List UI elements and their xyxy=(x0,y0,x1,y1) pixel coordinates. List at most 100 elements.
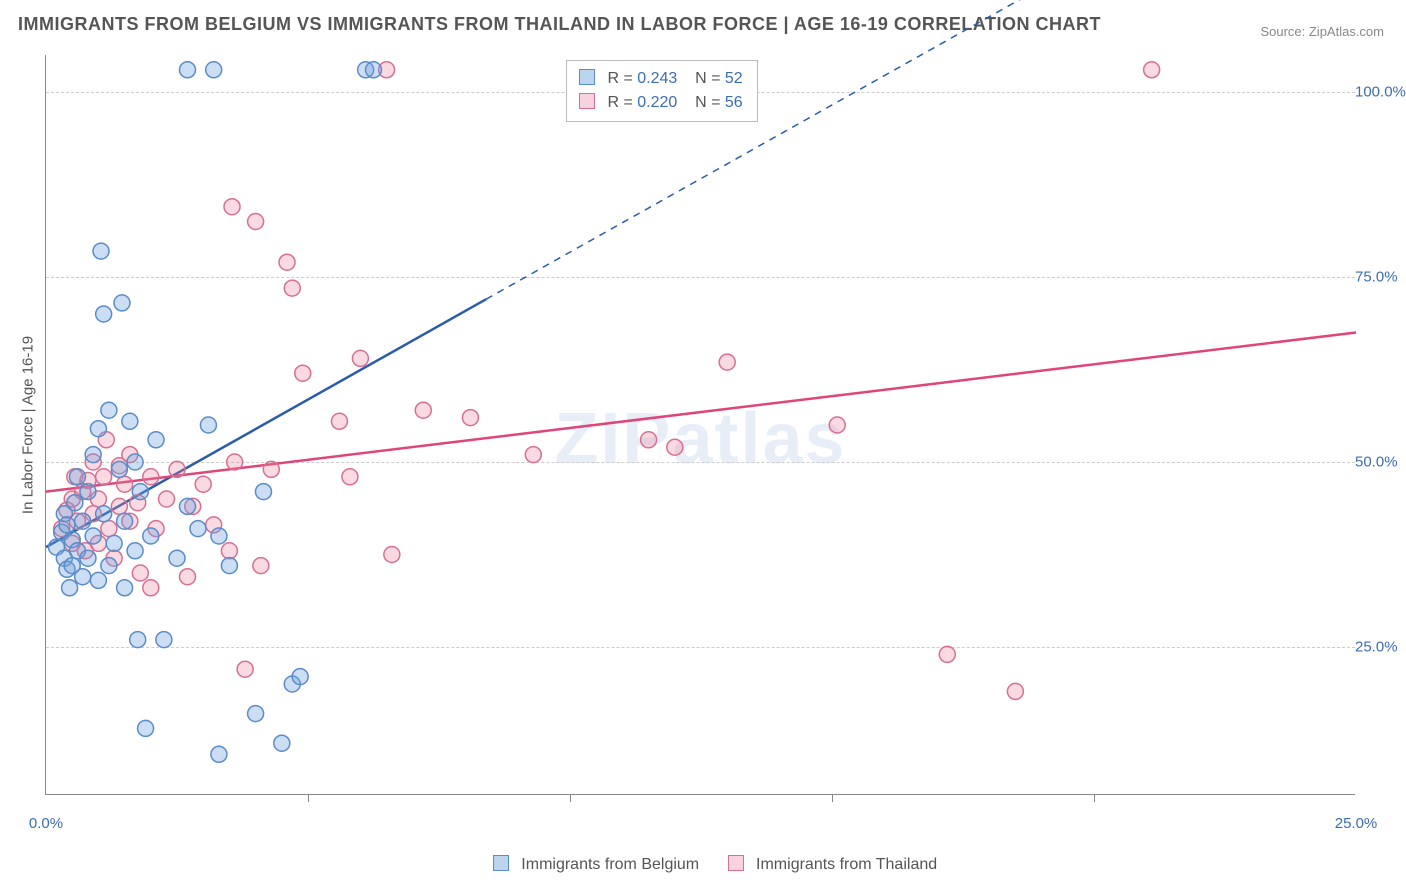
scatter-point-belgium xyxy=(80,484,96,500)
scatter-point-thailand xyxy=(641,432,657,448)
scatter-point-thailand xyxy=(143,580,159,596)
scatter-point-belgium xyxy=(67,495,83,511)
scatter-point-belgium xyxy=(148,432,164,448)
scatter-point-thailand xyxy=(253,558,269,574)
scatter-point-thailand xyxy=(279,254,295,270)
legend-swatch-thailand xyxy=(579,93,595,109)
scatter-point-belgium xyxy=(59,517,75,533)
scatter-point-belgium xyxy=(96,506,112,522)
scatter-point-belgium xyxy=(75,569,91,585)
scatter-point-belgium xyxy=(211,528,227,544)
scatter-point-thailand xyxy=(143,469,159,485)
scatter-svg xyxy=(46,55,1355,794)
scatter-point-thailand xyxy=(384,547,400,563)
scatter-point-belgium xyxy=(206,62,222,78)
y-axis-label: In Labor Force | Age 16-19 xyxy=(20,335,37,513)
scatter-point-belgium xyxy=(90,572,106,588)
scatter-point-thailand xyxy=(525,447,541,463)
scatter-point-belgium xyxy=(93,243,109,259)
legend-swatch-belgium xyxy=(493,855,509,871)
chart-title: IMMIGRANTS FROM BELGIUM VS IMMIGRANTS FR… xyxy=(18,14,1101,35)
scatter-point-thailand xyxy=(284,280,300,296)
scatter-point-thailand xyxy=(221,543,237,559)
scatter-point-belgium xyxy=(85,447,101,463)
n-value-belgium: 52 xyxy=(725,70,743,87)
scatter-point-belgium xyxy=(106,535,122,551)
chart-plot-area: In Labor Force | Age 16-19 ZIPatlas 25.0… xyxy=(45,55,1355,795)
x-tick-mark xyxy=(1094,794,1095,802)
scatter-point-belgium xyxy=(75,513,91,529)
scatter-point-belgium xyxy=(101,402,117,418)
legend-label-belgium: Immigrants from Belgium xyxy=(521,856,699,873)
scatter-point-thailand xyxy=(227,454,243,470)
scatter-point-thailand xyxy=(415,402,431,418)
scatter-point-thailand xyxy=(462,410,478,426)
scatter-point-belgium xyxy=(101,558,117,574)
scatter-point-belgium xyxy=(292,669,308,685)
n-value-thailand: 56 xyxy=(725,94,743,111)
legend-swatch-thailand xyxy=(728,855,744,871)
scatter-point-thailand xyxy=(169,461,185,477)
scatter-point-thailand xyxy=(939,646,955,662)
scatter-point-belgium xyxy=(96,306,112,322)
scatter-point-thailand xyxy=(719,354,735,370)
scatter-point-belgium xyxy=(200,417,216,433)
scatter-point-belgium xyxy=(366,62,382,78)
scatter-point-belgium xyxy=(190,521,206,537)
scatter-point-belgium xyxy=(127,454,143,470)
scatter-point-thailand xyxy=(132,565,148,581)
x-tick-mark xyxy=(832,794,833,802)
scatter-point-belgium xyxy=(127,543,143,559)
trend-line-thailand xyxy=(46,333,1356,492)
scatter-point-belgium xyxy=(156,632,172,648)
scatter-point-belgium xyxy=(122,413,138,429)
legend-swatch-belgium xyxy=(579,69,595,85)
scatter-point-thailand xyxy=(159,491,175,507)
scatter-point-thailand xyxy=(117,476,133,492)
scatter-point-thailand xyxy=(224,199,240,215)
x-tick-label: 25.0% xyxy=(1335,815,1378,832)
scatter-point-belgium xyxy=(274,735,290,751)
scatter-point-belgium xyxy=(111,461,127,477)
source-prefix: Source: xyxy=(1260,24,1308,39)
scatter-point-belgium xyxy=(69,469,85,485)
x-tick-label: 0.0% xyxy=(29,815,63,832)
legend-row-thailand: R = 0.220 N = 56 xyxy=(579,91,743,115)
scatter-point-belgium xyxy=(211,746,227,762)
y-tick-label: 100.0% xyxy=(1355,84,1406,101)
trend-line-belgium-dash xyxy=(486,0,1356,299)
scatter-point-belgium xyxy=(179,498,195,514)
scatter-point-belgium xyxy=(255,484,271,500)
source-link[interactable]: ZipAtlas.com xyxy=(1309,24,1384,39)
n-label: N = xyxy=(695,70,720,87)
r-value-belgium: 0.243 xyxy=(637,70,677,87)
x-tick-mark xyxy=(308,794,309,802)
r-value-thailand: 0.220 xyxy=(637,94,677,111)
scatter-point-thailand xyxy=(295,365,311,381)
scatter-point-thailand xyxy=(195,476,211,492)
x-tick-mark xyxy=(570,794,571,802)
scatter-point-thailand xyxy=(179,569,195,585)
scatter-point-thailand xyxy=(96,469,112,485)
n-label: N = xyxy=(695,94,720,111)
legend-row-belgium: R = 0.243 N = 52 xyxy=(579,67,743,91)
r-label: R = xyxy=(607,94,632,111)
scatter-point-thailand xyxy=(1007,683,1023,699)
scatter-point-thailand xyxy=(829,417,845,433)
scatter-point-belgium xyxy=(85,528,101,544)
scatter-point-thailand xyxy=(352,350,368,366)
scatter-point-thailand xyxy=(111,498,127,514)
scatter-point-belgium xyxy=(248,706,264,722)
y-tick-label: 50.0% xyxy=(1355,454,1406,471)
scatter-point-thailand xyxy=(101,521,117,537)
scatter-point-thailand xyxy=(237,661,253,677)
scatter-point-thailand xyxy=(667,439,683,455)
source-attribution: Source: ZipAtlas.com xyxy=(1260,24,1384,39)
scatter-point-belgium xyxy=(143,528,159,544)
scatter-point-belgium xyxy=(221,558,237,574)
scatter-point-thailand xyxy=(263,461,279,477)
scatter-point-belgium xyxy=(132,484,148,500)
scatter-point-belgium xyxy=(117,580,133,596)
scatter-point-belgium xyxy=(62,580,78,596)
correlation-legend-box: R = 0.243 N = 52 R = 0.220 N = 56 xyxy=(566,60,758,122)
